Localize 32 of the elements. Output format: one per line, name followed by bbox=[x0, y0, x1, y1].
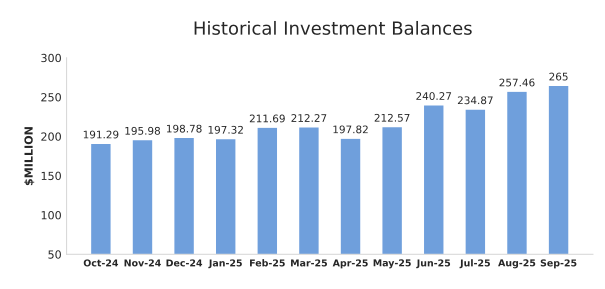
y-tick-label: 50 bbox=[48, 250, 61, 259]
x-tick-label: Dec-24 bbox=[166, 259, 202, 266]
y-tick-label: 200 bbox=[41, 132, 61, 141]
y-axis-title: $MILLION bbox=[24, 127, 34, 186]
data-label: 234.87 bbox=[458, 96, 493, 104]
data-label: 198.78 bbox=[167, 124, 202, 133]
data-label: 191.29 bbox=[84, 130, 118, 138]
x-tick-label: Apr-25 bbox=[332, 259, 368, 268]
x-tick-label: Jan-25 bbox=[208, 259, 242, 268]
x-tick-label: Jun-25 bbox=[416, 259, 450, 268]
x-tick-label: Feb-25 bbox=[250, 259, 285, 266]
data-label: 197.32 bbox=[208, 126, 243, 134]
data-label: 212.57 bbox=[374, 114, 410, 122]
data-label: 212.27 bbox=[291, 114, 326, 122]
y-tick-label: 150 bbox=[42, 172, 61, 180]
x-tick-label: Oct-24 bbox=[84, 259, 118, 266]
data-label: 197.82 bbox=[333, 125, 368, 134]
x-tick-label: Nov-24 bbox=[124, 259, 161, 266]
y-tick-label: 100 bbox=[42, 210, 61, 220]
x-tick-label: Mar-25 bbox=[291, 259, 328, 266]
y-tick-label: 300 bbox=[41, 54, 61, 62]
y-tick-label: 250 bbox=[41, 93, 61, 102]
x-tick-label: May-25 bbox=[374, 259, 411, 268]
x-tick-label: Jul-25 bbox=[460, 259, 490, 268]
data-label: 211.69 bbox=[250, 114, 285, 122]
x-tick-label: Aug-25 bbox=[498, 259, 536, 268]
data-label: 257.46 bbox=[500, 78, 535, 86]
data-label: 265 bbox=[549, 72, 568, 81]
x-tick-label: Sep-25 bbox=[540, 259, 576, 268]
data-label: 240.27 bbox=[416, 92, 452, 100]
data-label: 195.98 bbox=[125, 126, 160, 135]
chart-title: Historical Investment Balances bbox=[194, 20, 472, 35]
